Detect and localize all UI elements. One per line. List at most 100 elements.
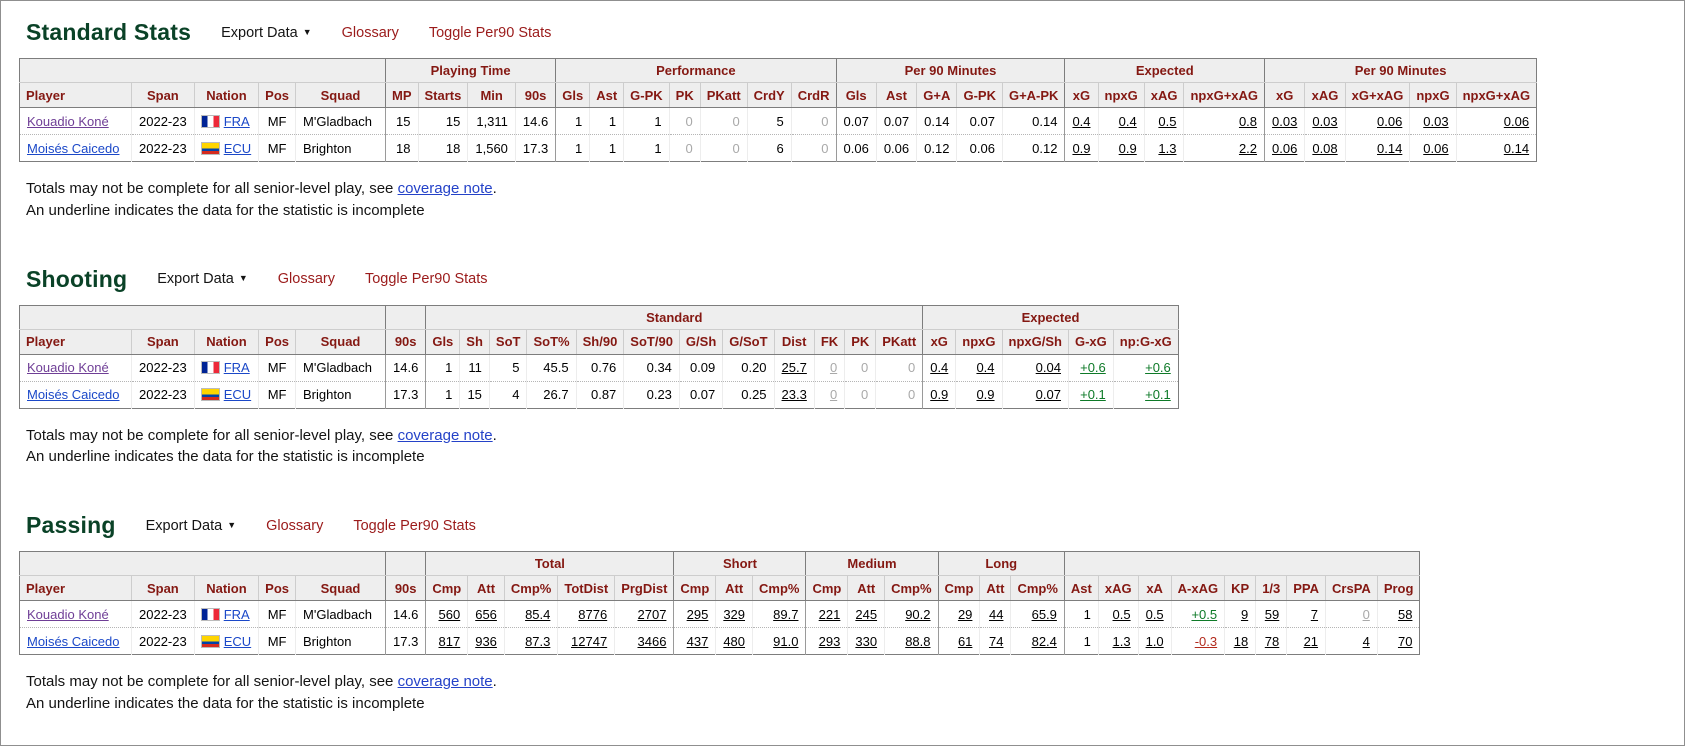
nation-link[interactable]: ECU (223, 140, 252, 156)
player-link[interactable]: Kouadio Koné (27, 606, 109, 622)
stat-cell: 0.04 (1001, 354, 1069, 381)
column-header-1-3: 1/3 (1255, 575, 1287, 601)
player-link[interactable]: Moisés Caicedo (27, 633, 120, 649)
coverage-note-link[interactable]: coverage note (397, 426, 493, 444)
stat-cell: 1 (589, 107, 624, 135)
nation-link[interactable]: ECU (223, 633, 252, 649)
stat-cell: 18 (385, 134, 419, 162)
stat-cell: 0 (844, 354, 876, 381)
flag-fra-icon (201, 608, 219, 620)
column-header-g-pk: G-PK (623, 82, 670, 108)
toggle-per90-link[interactable]: Toggle Per90 Stats (364, 271, 488, 287)
stat-cell: 330 (847, 627, 885, 655)
player-link[interactable]: Moisés Caicedo (27, 387, 120, 402)
column-header-player: Player (19, 82, 132, 108)
stat-cell: Brighton (295, 380, 386, 408)
column-header-prog: Prog (1376, 575, 1420, 601)
coverage-note-link[interactable]: coverage note (397, 673, 493, 690)
column-header-pkatt: PKatt (699, 82, 748, 108)
section-shooting: Shooting Export Data ▼ Glossary Toggle Pe… (19, 266, 1664, 469)
column-header-cmp: Cmp% (1010, 575, 1065, 601)
nation-cell: ECU (193, 380, 259, 408)
coverage-note-link[interactable]: coverage note (397, 180, 493, 197)
export-data-button[interactable]: Export Data ▼ (146, 518, 237, 534)
stat-cell: 0.07 (835, 107, 877, 135)
stat-cell: 221 (805, 600, 848, 628)
stat-cell: 87.3 (503, 627, 558, 655)
stat-cell: 1,311 (467, 107, 516, 135)
column-group-playing-time: Playing Time (385, 58, 556, 83)
column-header-npxg-xag: npxG+xAG (1455, 82, 1537, 108)
stat-cell: 0.23 (623, 380, 680, 408)
stat-cell: 0.76 (575, 354, 624, 381)
stat-cell: 18 (1224, 627, 1256, 655)
stat-cell: 44 (979, 600, 1011, 628)
column-header-nation: Nation (193, 329, 259, 355)
table-row: Kouadio Koné 2022-23 FRA MF M'Gladbach 15 15 1,… (20, 107, 1537, 135)
export-data-label: Export Data (157, 271, 234, 287)
column-header-ast: Ast (589, 82, 624, 108)
export-data-button[interactable]: Export Data ▼ (157, 271, 248, 287)
column-header-cmp: Cmp (937, 575, 980, 601)
nation-cell: ECU (193, 627, 259, 655)
stat-cell: 21 (1286, 627, 1326, 655)
stat-cell: 0.4 (955, 354, 1003, 381)
column-header-cmp: Cmp (673, 575, 716, 601)
stat-cell: 0 (790, 107, 837, 135)
column-header-span: Span (131, 329, 195, 355)
nation-link[interactable]: ECU (223, 387, 252, 402)
player-link[interactable]: Moisés Caicedo (27, 140, 120, 156)
nation-link[interactable]: FRA (223, 113, 250, 129)
column-header-np-g-xg: np:G-xG (1112, 329, 1179, 355)
column-header-xg: xG (922, 329, 956, 355)
stat-cell: 89.7 (752, 600, 806, 628)
toggle-per90-link[interactable]: Toggle Per90 Stats (428, 24, 552, 41)
stat-cell: 15 (459, 380, 490, 408)
note-text: Totals may not be complete for all senio… (26, 426, 398, 444)
nation-link[interactable]: FRA (223, 360, 250, 375)
column-header-gls: Gls (835, 82, 877, 108)
stat-cell: +0.1 (1067, 380, 1114, 408)
dropdown-arrow-icon: ▼ (227, 519, 237, 530)
column-group-expected: Expected (1064, 58, 1265, 83)
column-group-per-90-minutes: Per 90 Minutes (835, 58, 1065, 83)
player-link[interactable]: Kouadio Koné (27, 360, 109, 375)
nation-link[interactable]: FRA (223, 606, 250, 622)
stat-cell: 0.4 (922, 354, 956, 381)
stat-cell: 4 (1325, 627, 1378, 655)
stat-cell: 1 (589, 134, 624, 162)
nation-cell: ECU (193, 134, 259, 162)
stat-cell: 0.8 (1183, 107, 1265, 135)
column-header-cmp: Cmp% (503, 575, 558, 601)
column-header-kp: KP (1224, 575, 1256, 601)
stat-cell: 0.4 (1097, 107, 1145, 135)
export-data-label: Export Data (221, 24, 298, 41)
player-link[interactable]: Kouadio Koné (27, 113, 109, 129)
column-header-xag: xAG (1143, 82, 1184, 108)
stat-cell: 25.7 (773, 354, 815, 381)
column-group-short: Short (673, 551, 806, 576)
column-header-ast: Ast (1063, 575, 1099, 601)
column-header-dist: Dist (773, 329, 815, 355)
stat-cell: 26.7 (526, 380, 577, 408)
glossary-link[interactable]: Glossary (266, 517, 324, 534)
note-text-suffix: . (492, 426, 497, 444)
stat-cell: 0.07 (956, 107, 1003, 135)
stat-cell: 14.6 (385, 354, 426, 381)
glossary-link[interactable]: Glossary (341, 24, 399, 41)
glossary-link[interactable]: Glossary (277, 271, 335, 287)
stat-cell: 70 (1376, 627, 1420, 655)
stat-cell: 9 (1224, 600, 1256, 628)
stat-cell: 0.14 (1455, 134, 1537, 162)
column-header-pkatt: PKatt (875, 329, 923, 355)
coverage-note: Totals may not be complete for all senio… (26, 671, 1664, 715)
stat-cell: 0 (1325, 600, 1378, 628)
column-group-performance: Performance (555, 58, 837, 83)
export-data-button[interactable]: Export Data ▼ (221, 25, 312, 41)
stat-cell: 0 (668, 107, 701, 135)
column-header-fk: FK (813, 329, 845, 355)
column-header-gls: Gls (555, 82, 590, 108)
toggle-per90-link[interactable]: Toggle Per90 Stats (353, 517, 476, 534)
stat-cell: 0 (790, 134, 837, 162)
